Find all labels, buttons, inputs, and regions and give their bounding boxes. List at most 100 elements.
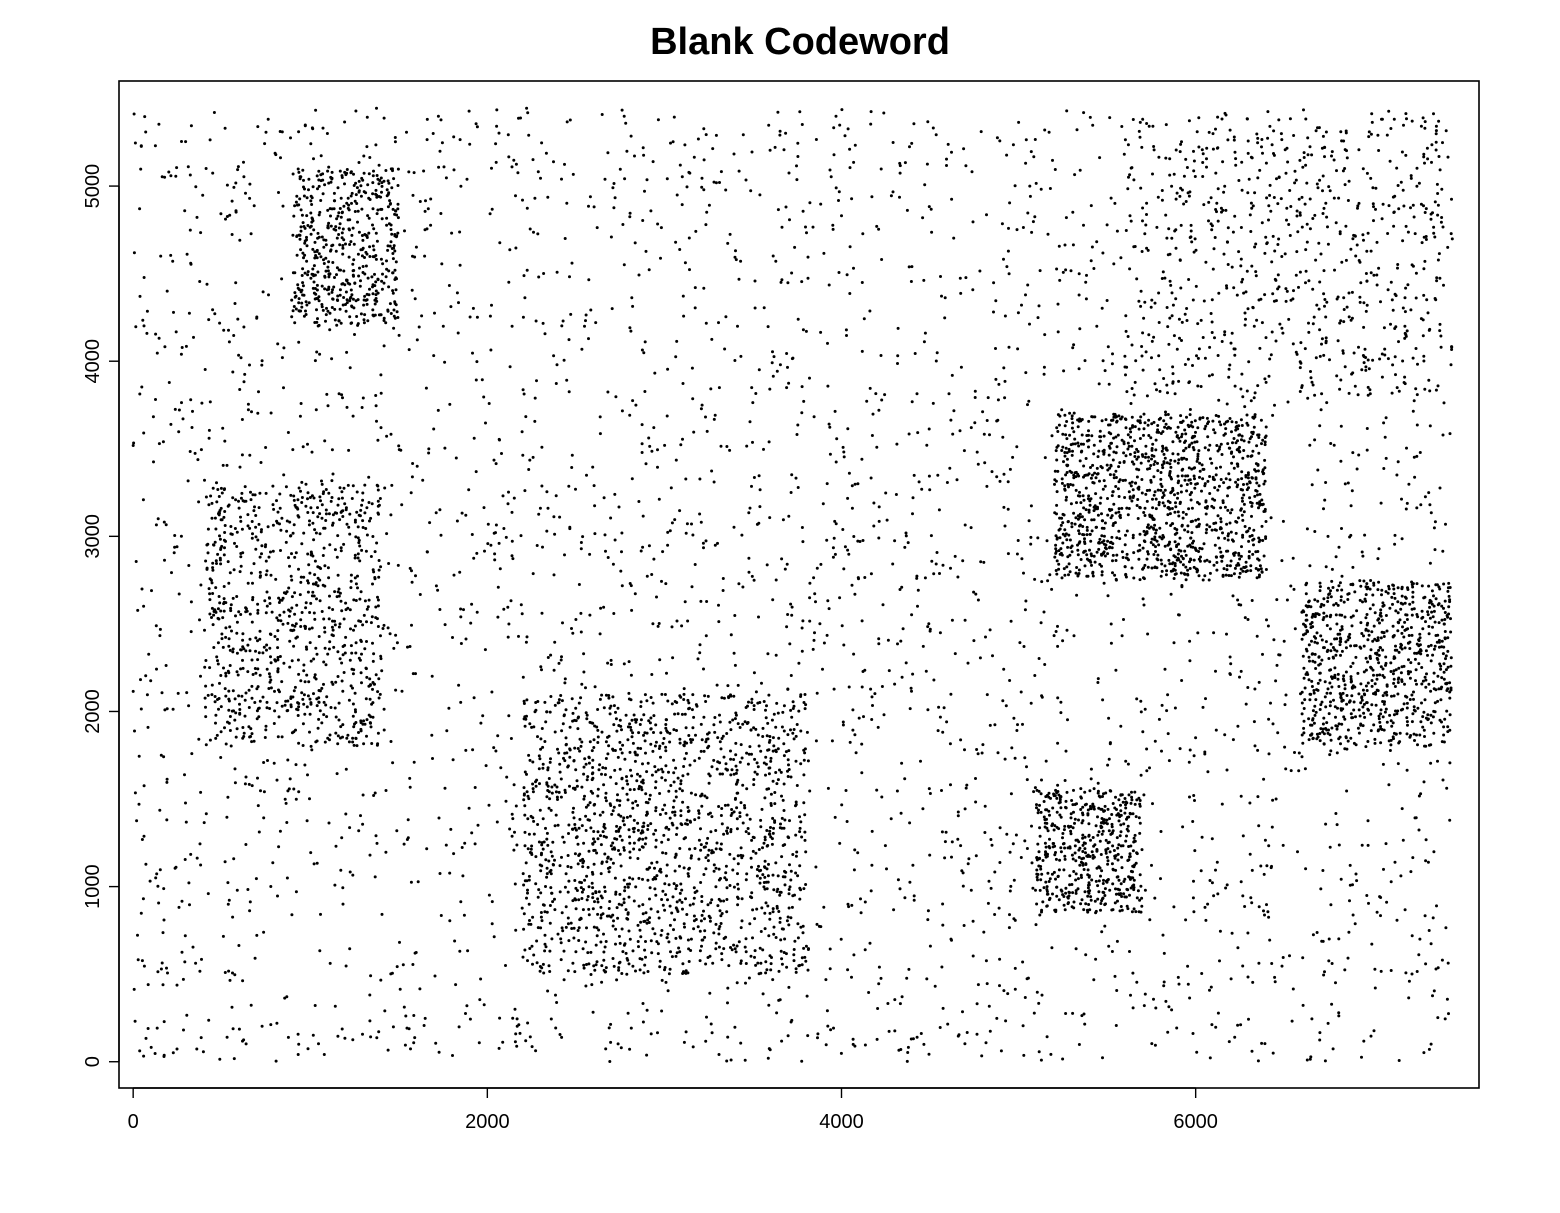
data-point [231,1006,234,1009]
data-point [343,182,346,185]
data-point [300,306,303,309]
data-point [1187,983,1190,986]
data-point [340,662,343,665]
data-point [263,599,266,602]
data-point [641,349,644,352]
data-point [1369,607,1372,610]
data-point [729,233,732,236]
data-point [835,437,838,440]
data-point [1192,896,1195,899]
data-point [1431,994,1434,997]
data-point [1333,197,1336,200]
data-point [833,520,836,523]
data-point [211,562,214,565]
data-point [678,865,681,868]
data-point [1427,585,1430,588]
data-point [644,752,647,755]
data-point [1342,169,1345,172]
data-point [297,673,300,676]
data-point [932,127,935,130]
data-point [550,850,553,853]
data-point [327,222,330,225]
data-point [479,978,482,981]
data-point [1259,564,1262,567]
data-point [200,1036,203,1039]
data-point [443,361,446,364]
data-point [210,693,213,696]
data-point [1387,288,1390,291]
data-point [716,736,719,739]
data-point [140,912,143,915]
data-point [764,888,767,891]
data-point [374,394,377,397]
data-point [1197,116,1200,119]
data-point [277,845,280,848]
data-point [317,232,320,235]
data-point [1048,838,1051,841]
data-point [1405,117,1408,120]
data-point [1212,428,1215,431]
data-point [1008,913,1011,916]
data-point [875,789,878,792]
data-point [315,308,318,311]
data-point [592,1011,595,1014]
data-point [771,719,774,722]
data-point [1038,914,1041,917]
data-point [1448,819,1451,822]
data-point [344,243,347,246]
data-point [454,983,457,986]
data-point [638,274,641,277]
data-point [1436,760,1439,763]
data-point [469,1018,472,1021]
data-point [739,355,742,358]
data-point [775,936,778,939]
data-point [723,348,726,351]
data-point [1227,539,1230,542]
data-point [1265,196,1268,199]
data-point [1431,589,1434,592]
data-point [737,582,740,585]
data-point [1284,148,1287,151]
data-point [206,283,209,286]
data-point [713,716,716,719]
data-point [1098,382,1101,385]
data-point [493,459,496,462]
data-point [759,882,762,885]
data-point [1448,697,1451,700]
data-point [660,929,663,932]
data-point [1085,297,1088,300]
data-point [435,584,438,587]
data-point [1099,465,1102,468]
data-point [1089,540,1092,543]
data-point [714,829,717,832]
data-point [552,354,555,357]
data-point [706,837,709,840]
data-point [1289,205,1292,208]
data-point [660,580,663,583]
data-point [1221,160,1224,163]
data-point [1116,847,1119,850]
data-point [352,227,355,230]
data-point [1020,304,1023,307]
data-point [1162,984,1165,987]
data-point [760,906,763,909]
data-point [1056,784,1059,787]
data-point [726,987,729,990]
data-point [1227,263,1230,266]
data-point [1438,329,1441,332]
data-point [1345,703,1348,706]
data-point [1322,507,1325,510]
data-point [484,422,487,425]
data-point [291,731,294,734]
data-point [378,697,381,700]
data-point [1228,364,1231,367]
data-point [271,485,274,488]
data-point [565,905,568,908]
data-point [1426,147,1429,150]
data-point [234,781,237,784]
data-point [234,697,237,700]
data-point [1341,575,1344,578]
data-point [1198,547,1201,550]
data-point [644,842,647,845]
data-point [157,123,160,126]
